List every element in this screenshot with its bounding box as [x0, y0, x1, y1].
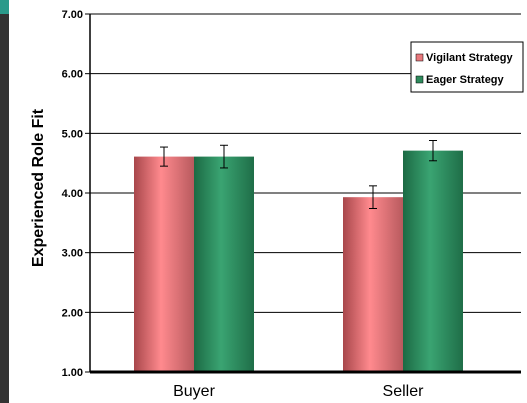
- x-category-label-seller: Seller: [383, 383, 425, 400]
- x-axis-categories: Buyer Seller: [173, 383, 424, 400]
- legend-swatch-eager: [415, 75, 424, 84]
- y-tick-label: 3.00: [62, 248, 83, 260]
- y-axis-ticks: 1.00 2.00 3.00 4.00 5.00 6.00 7.00: [62, 9, 90, 379]
- legend-label-eager: Eager Strategy: [426, 74, 505, 86]
- legend-box: [410, 41, 524, 93]
- y-tick-label: 5.00: [62, 128, 83, 140]
- y-axis-label: Experienced Role Fit: [30, 108, 47, 267]
- bars: [134, 150, 463, 372]
- y-tick-label: 1.00: [62, 367, 83, 379]
- y-tick-label: 2.00: [62, 307, 83, 319]
- bar-eager-seller: [403, 150, 463, 372]
- bar-eager-buyer: [194, 156, 254, 372]
- left-edge-strip: [0, 0, 9, 403]
- axes: [89, 14, 521, 374]
- y-tick-label: 7.00: [62, 9, 83, 21]
- bar-vigilant-seller: [343, 197, 403, 372]
- legend: Vigilant Strategy Eager Strategy: [410, 41, 524, 93]
- x-category-label-buyer: Buyer: [173, 383, 215, 400]
- y-tick-label: 4.00: [62, 188, 83, 200]
- bar-vigilant-buyer: [134, 156, 194, 372]
- legend-label-vigilant: Vigilant Strategy: [426, 52, 513, 64]
- legend-swatch-vigilant: [415, 53, 424, 62]
- error-bars: [160, 139, 437, 210]
- y-tick-label: 6.00: [62, 69, 83, 81]
